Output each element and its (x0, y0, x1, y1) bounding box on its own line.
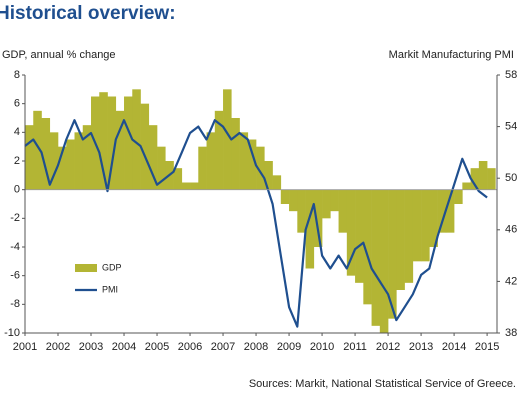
gdp-bar (33, 110, 42, 190)
gdp-bar (82, 125, 92, 190)
y-tick-label: -4 (10, 241, 20, 253)
gdp-bar (132, 89, 141, 190)
y-tick-label: 0 (14, 184, 20, 196)
gdp-bar (214, 110, 224, 190)
x-tick-label: 2010 (310, 341, 334, 353)
legend-label: GDP (102, 262, 122, 272)
gdp-bar (445, 189, 455, 233)
gdp-bar (124, 96, 133, 190)
gdp-bar (231, 118, 240, 190)
x-tick-label: 2011 (343, 341, 367, 353)
y-tick-label: 6 (14, 98, 20, 110)
chart-title: Historical overview: (0, 3, 176, 24)
gdp-bar (181, 182, 191, 190)
gdp-bar (157, 146, 166, 190)
gdp-bar (140, 103, 150, 190)
y2-tick-label: 58 (505, 69, 517, 81)
gdp-bar (404, 189, 414, 283)
gdp-bar (99, 92, 108, 190)
source: Sources: Markit, National Statistical Se… (249, 378, 516, 390)
x-tick-label: 2008 (244, 341, 268, 353)
legend-swatch (75, 264, 97, 272)
gdp-bar (322, 189, 331, 219)
x-tick-label: 2014 (442, 341, 466, 353)
gdp-bar (247, 139, 257, 190)
gdp-bar (454, 189, 463, 204)
y2-tick-label: 42 (505, 275, 517, 287)
gdp-bar (272, 175, 282, 190)
gdp-bar (346, 189, 356, 276)
gdp-bar (289, 189, 298, 212)
gdp-bar (74, 132, 84, 190)
y2-tick-label: 46 (505, 224, 517, 236)
gdp-bar (363, 189, 372, 305)
y-tick-label: -6 (10, 270, 20, 282)
y2-tick-label: 54 (505, 121, 517, 133)
gdp-bar (25, 125, 34, 190)
gdp-bar (470, 168, 480, 190)
gdp-bar (297, 189, 306, 233)
gdp-bar (429, 189, 438, 247)
y-tick-label: 8 (14, 69, 20, 81)
x-tick-label: 2001 (13, 341, 37, 353)
gdp-bar (264, 161, 273, 190)
y2-tick-label: 38 (505, 327, 517, 339)
gdp-bar (305, 189, 315, 269)
x-tick-label: 2005 (145, 341, 169, 353)
x-tick-label: 2004 (112, 341, 136, 353)
gdp-bar (256, 146, 265, 190)
y-tick-label: -8 (10, 298, 20, 310)
pmi-line (24, 119, 488, 328)
gdp-bar (396, 189, 405, 290)
gdp-bar (58, 146, 67, 190)
gdp-bar (66, 139, 75, 190)
gdp-bar (330, 189, 339, 212)
y-axis-label: GDP, annual % change (2, 49, 116, 61)
gdp-bar (478, 161, 488, 190)
gdp-bar (190, 182, 199, 190)
y-tick-label: -2 (10, 212, 20, 224)
x-tick-label: 2012 (376, 341, 400, 353)
gdp-bar (371, 189, 381, 326)
y-tick-label: 2 (14, 155, 20, 167)
gdp-bar (239, 132, 249, 190)
legend-label: PMI (102, 284, 118, 294)
gdp-bar (412, 189, 422, 262)
x-tick-label: 2002 (46, 341, 70, 353)
y2-axis-label: Markit Manufacturing PMI (389, 49, 514, 61)
gdp-bar (388, 189, 397, 319)
x-tick-label: 2015 (475, 341, 499, 353)
x-tick-label: 2013 (409, 341, 433, 353)
gdp-bar (280, 189, 290, 204)
x-tick-label: 2007 (211, 341, 235, 353)
gdp-bar (437, 189, 447, 233)
y2-tick-label: 50 (505, 172, 517, 184)
gdp-bar (198, 146, 207, 190)
gdp-bar (173, 168, 183, 190)
y-tick-label: 4 (14, 126, 20, 138)
x-tick-label: 2009 (277, 341, 301, 353)
gdp-bar (107, 96, 117, 190)
gdp-bar (41, 118, 51, 190)
gdp-bar (206, 132, 216, 190)
gdp-bar (148, 125, 158, 190)
y-tick-label: -10 (4, 327, 20, 339)
gdp-bar (487, 168, 496, 190)
x-tick-label: 2003 (79, 341, 103, 353)
gdp-bar (49, 132, 59, 190)
gdp-bar (462, 182, 471, 190)
x-tick-label: 2006 (178, 341, 202, 353)
gdp-bar (115, 110, 125, 190)
gdp-bar (313, 189, 323, 247)
gdp-bar (223, 89, 232, 190)
gdp-bar (421, 189, 430, 262)
gdp-bar (355, 189, 364, 283)
gdp-bar (338, 189, 348, 233)
gdp-bar (379, 189, 389, 333)
